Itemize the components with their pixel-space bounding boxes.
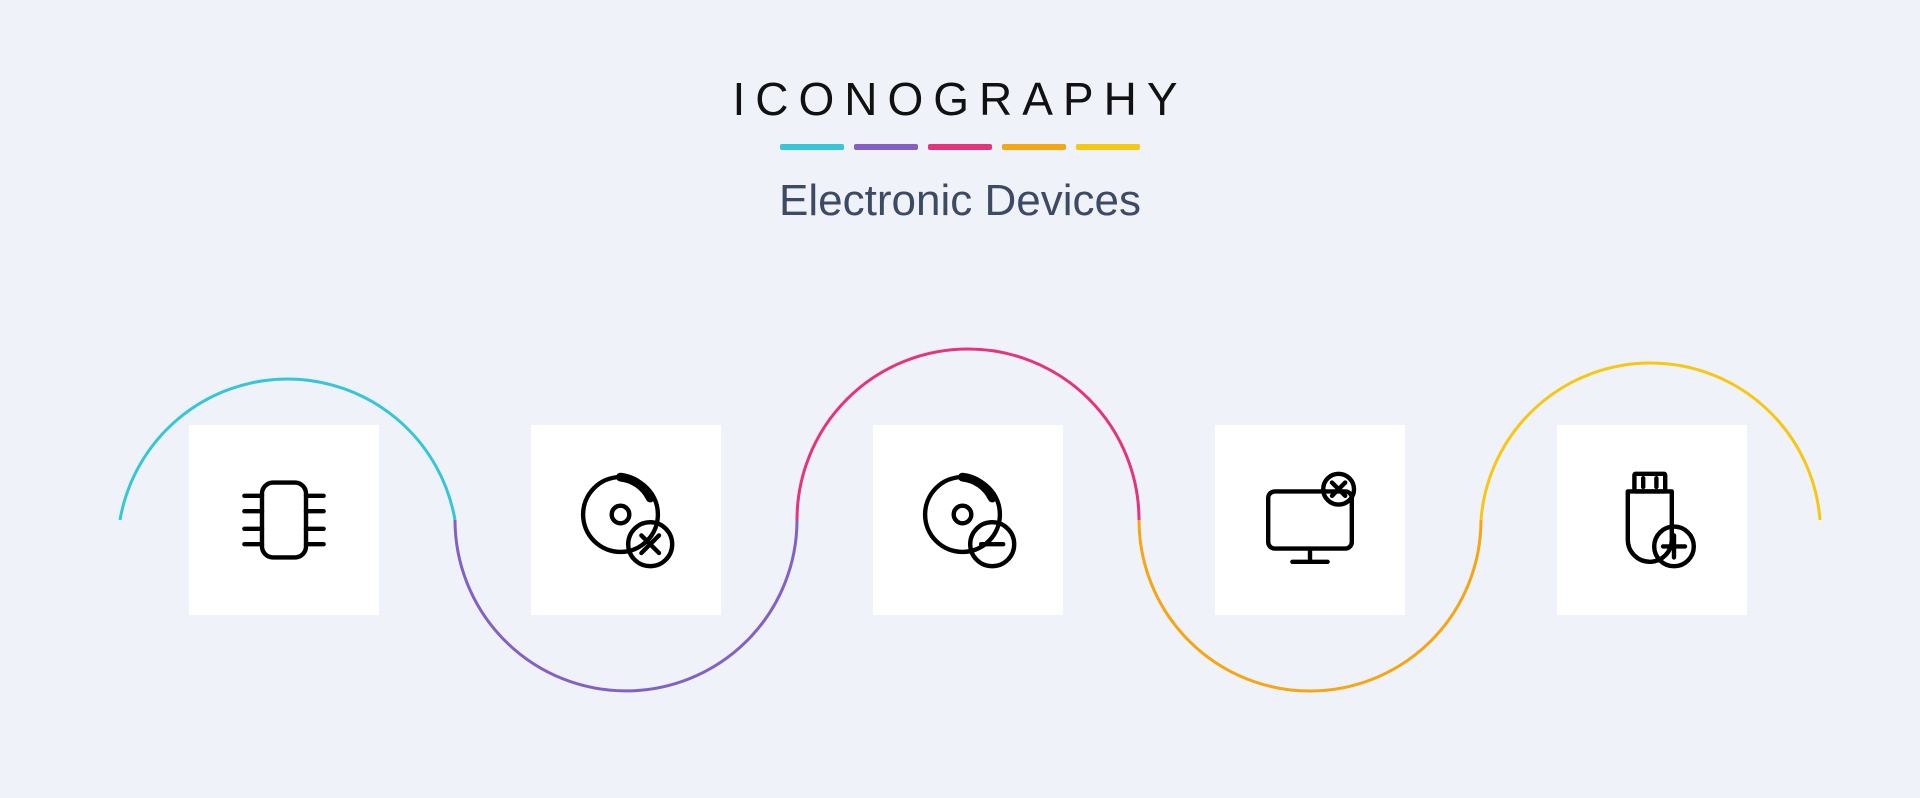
disc-minus-icon — [913, 465, 1023, 575]
stage — [0, 310, 1920, 730]
divider — [780, 144, 1140, 150]
chip-icon — [229, 465, 339, 575]
page-subtitle: Electronic Devices — [0, 176, 1920, 226]
header: ICONOGRAPHY Electronic Devices — [0, 72, 1920, 226]
icon-tile-disc-minus — [873, 425, 1063, 615]
divider-seg — [928, 144, 992, 150]
monitor-error-icon — [1255, 465, 1365, 575]
page-title: ICONOGRAPHY — [0, 72, 1920, 126]
divider-seg — [780, 144, 844, 150]
divider-seg — [854, 144, 918, 150]
usb-add-icon — [1597, 465, 1707, 575]
icon-tile-monitor-error — [1215, 425, 1405, 615]
icon-tile-disc-remove — [531, 425, 721, 615]
icon-tile-usb-add — [1557, 425, 1747, 615]
divider-seg — [1076, 144, 1140, 150]
divider-seg — [1002, 144, 1066, 150]
disc-remove-icon — [571, 465, 681, 575]
icon-tile-chip — [189, 425, 379, 615]
